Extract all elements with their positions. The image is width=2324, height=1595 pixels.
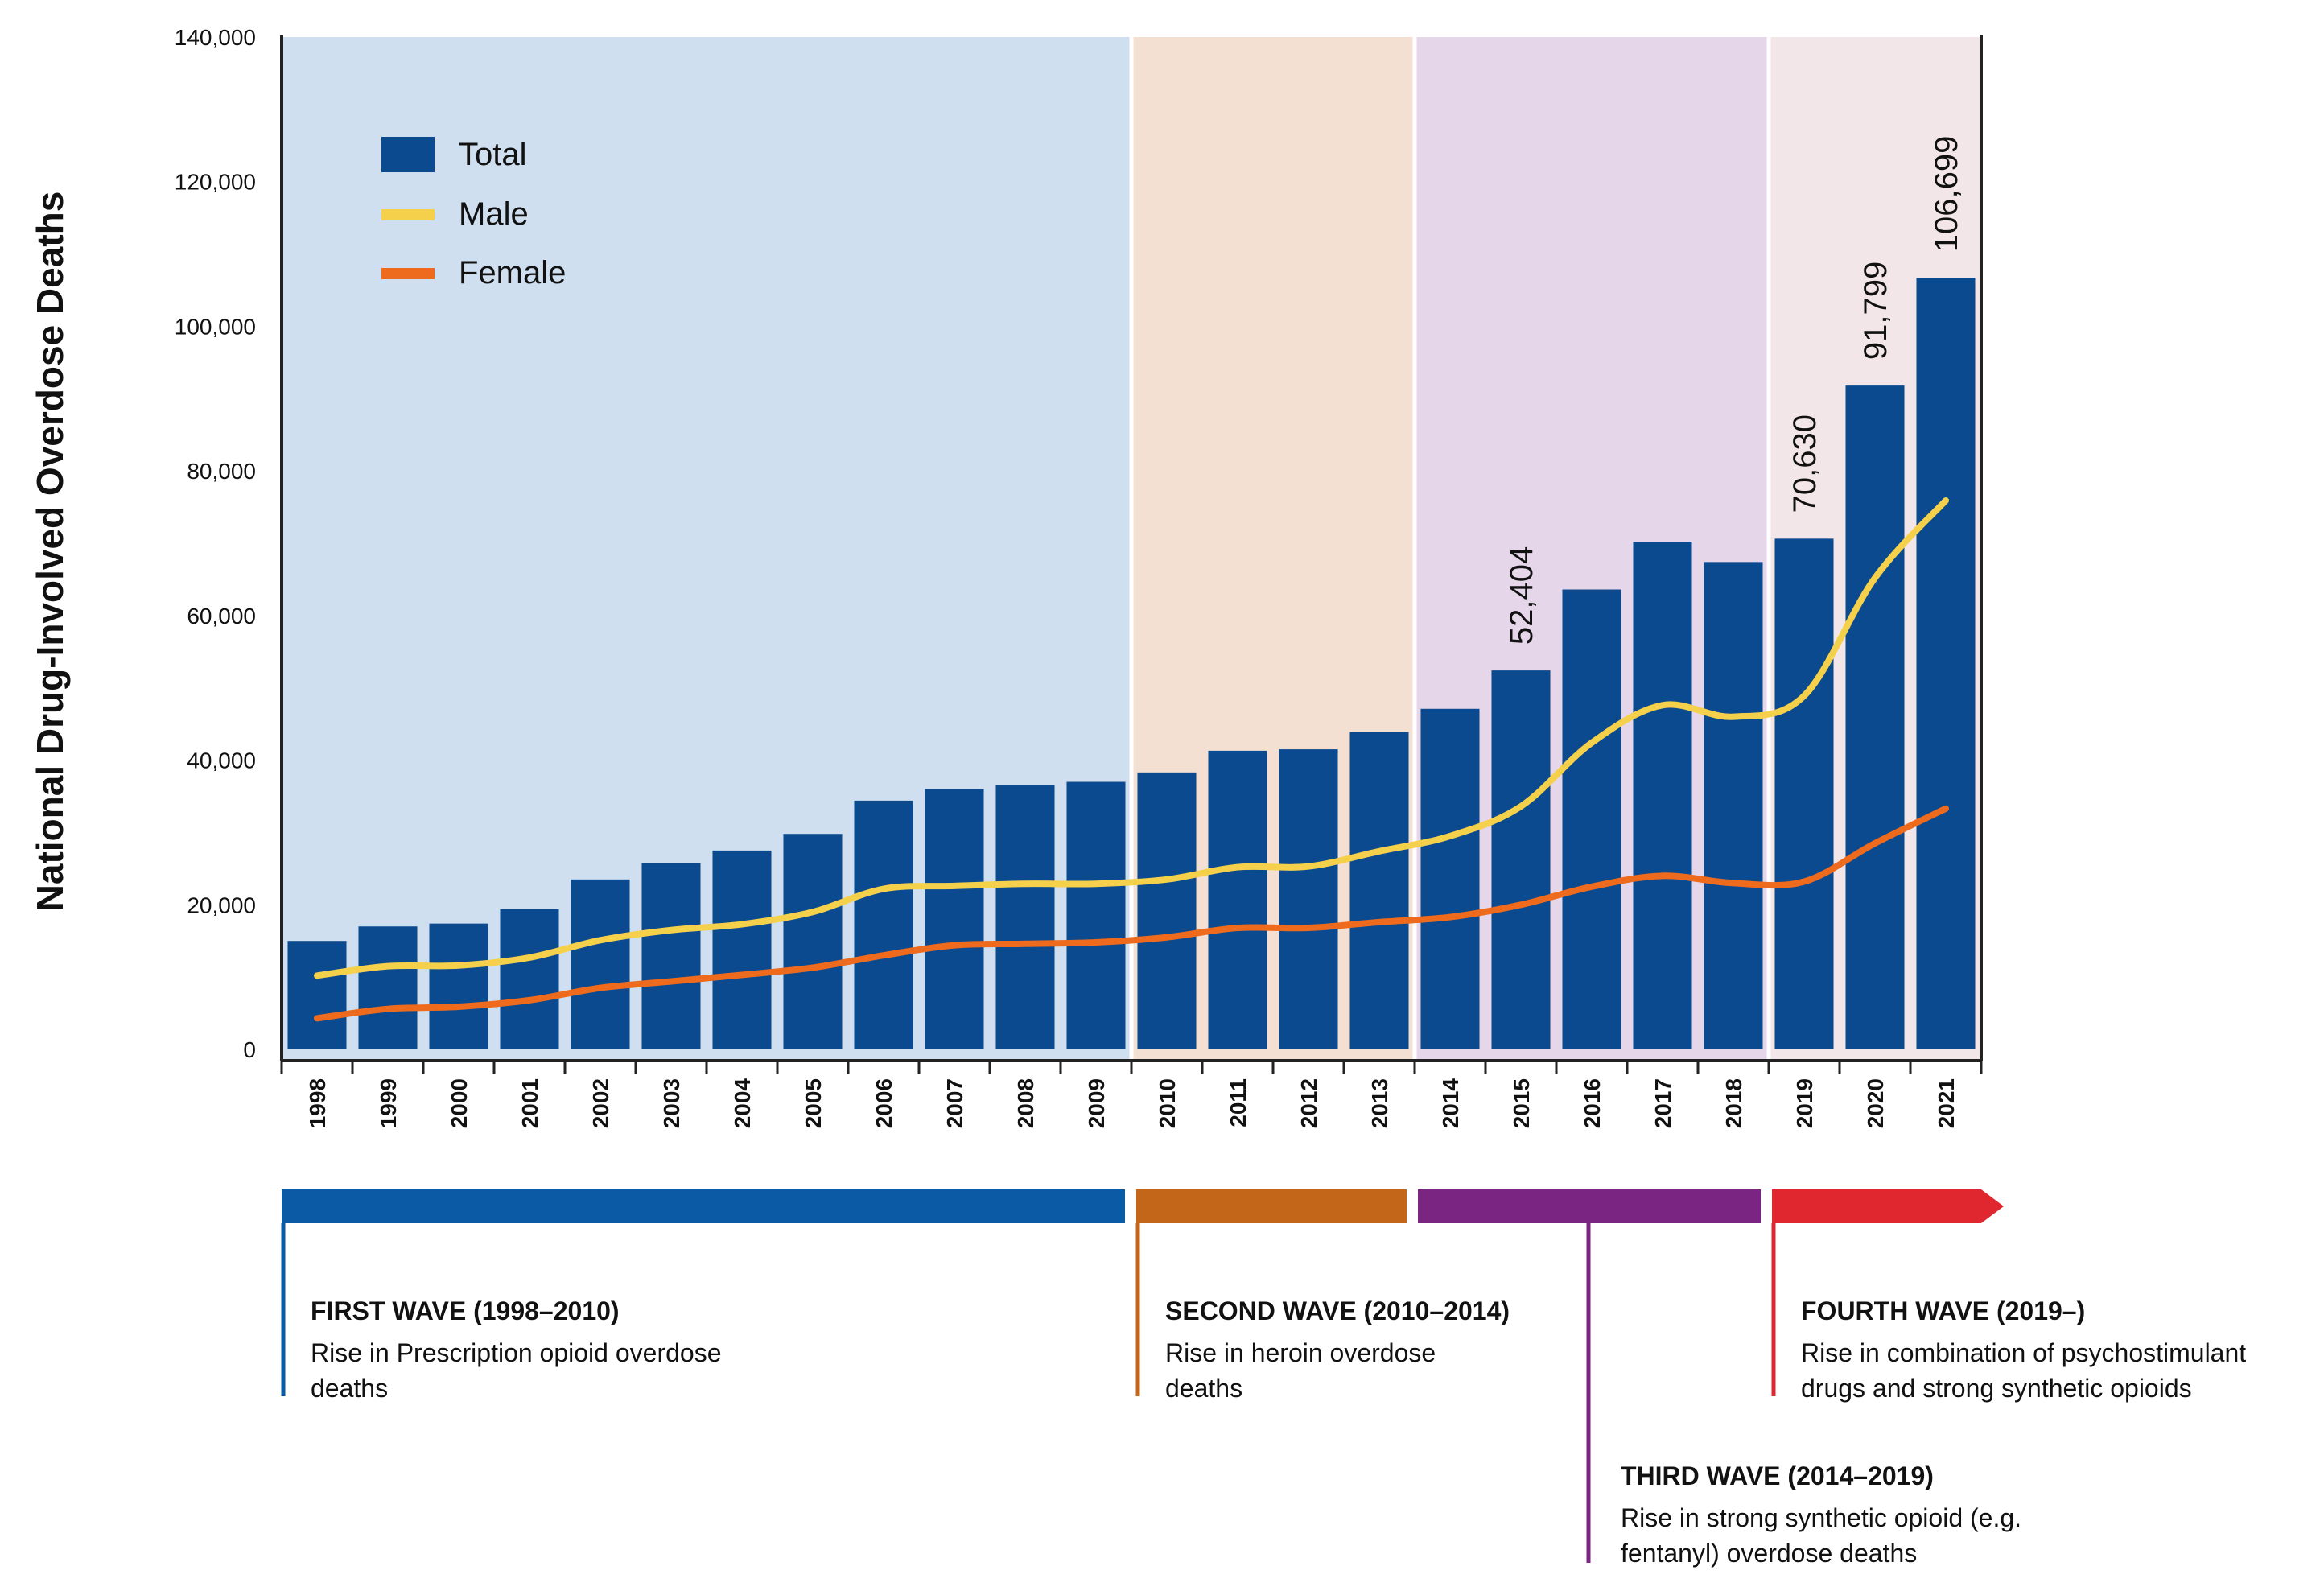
x-tick-label-2015: 2015	[1509, 1078, 1534, 1128]
data-label-2015: 52,404	[1504, 546, 1539, 645]
x-tick-label-2017: 2017	[1650, 1078, 1675, 1128]
y-tick-label: 120,000	[175, 170, 256, 195]
wave-desc-1-line1: Rise in Prescription opioid overdose	[311, 1338, 721, 1367]
wave-desc-2-line2: deaths	[1165, 1374, 1242, 1403]
x-tick-label-2010: 2010	[1155, 1078, 1180, 1128]
bar-total-2004	[712, 850, 772, 1049]
legend-label-female: Female	[459, 255, 566, 291]
wave-title-1: FIRST WAVE (1998–2010)	[311, 1296, 620, 1325]
y-tick-label: 20,000	[187, 892, 256, 917]
wave-bar-2	[1136, 1189, 1407, 1223]
bar-total-2002	[571, 879, 630, 1049]
y-axis-ticks: 0 20,000 40,000 60,000 80,000 100,000 120,000 1…	[175, 25, 256, 1062]
y-axis-title: National Drug-Involved Overdose Deaths	[29, 192, 71, 912]
x-tick-label-1999: 1999	[376, 1078, 401, 1128]
x-tick-label-2002: 2002	[588, 1078, 613, 1128]
bar-total-2010	[1137, 772, 1197, 1049]
wave-desc-4-line1: Rise in combination of psychostimulant	[1801, 1338, 2246, 1367]
trend-lines	[314, 497, 1949, 1022]
bar-total-2021	[1916, 278, 1976, 1049]
bar-total-1999	[358, 926, 418, 1049]
x-tick-label-2016: 2016	[1580, 1078, 1605, 1128]
legend-label-male: Male	[459, 196, 529, 232]
wave-bar-4	[1772, 1189, 2004, 1223]
wave-title-3: THIRD WAVE (2014–2019)	[1621, 1461, 1934, 1490]
legend-label-total: Total	[459, 137, 527, 172]
x-tick-label-2019: 2019	[1792, 1078, 1817, 1128]
x-tick-label-2018: 2018	[1721, 1078, 1746, 1128]
x-tick-label-2014: 2014	[1438, 1078, 1463, 1129]
data-label-2020: 91,799	[1858, 262, 1893, 360]
wave-bar-1	[282, 1189, 1125, 1223]
wave-bar-3	[1418, 1189, 1761, 1223]
bar-total-2020	[1845, 385, 1905, 1049]
wave-desc-4-line2: drugs and strong synthetic opioids	[1801, 1374, 2192, 1403]
line-male	[314, 497, 1949, 979]
bar-total-2005	[783, 834, 843, 1049]
x-tick-label-2012: 2012	[1296, 1078, 1321, 1128]
bar-total-2016	[1562, 589, 1621, 1049]
legend-swatch-male	[381, 209, 435, 220]
wave-desc-3-line2: fentanyl) overdose deaths	[1621, 1539, 1917, 1568]
y-tick-label: 60,000	[187, 604, 256, 629]
axes	[280, 35, 1983, 1074]
data-label-2019: 70,630	[1787, 414, 1823, 513]
wave-title-4: FOURTH WAVE (2019–)	[1801, 1296, 2085, 1325]
y-tick-label: 40,000	[187, 748, 256, 773]
bar-total-2019	[1774, 538, 1834, 1049]
bar-total-2013	[1349, 732, 1409, 1049]
era-background-1	[282, 37, 1131, 1061]
bar-total-2014	[1420, 708, 1480, 1049]
x-tick-label-2011: 2011	[1226, 1078, 1251, 1127]
x-tick-label-2007: 2007	[942, 1078, 967, 1128]
bar-total-2000	[429, 923, 488, 1049]
legend: Total Male Female	[381, 137, 566, 291]
bar-total-2007	[925, 789, 984, 1049]
data-labels: 52,404 70,630 91,799 106,699	[1504, 136, 1964, 645]
y-tick-label: 0	[243, 1037, 256, 1062]
wave-desc-3-line1: Rise in strong synthetic opioid (e.g.	[1621, 1503, 2021, 1532]
x-tick-label-2021: 2021	[1934, 1078, 1959, 1128]
x-tick-label-2005: 2005	[801, 1078, 826, 1128]
bar-total-2008	[995, 785, 1055, 1049]
x-tick-label-2020: 2020	[1863, 1078, 1888, 1128]
bar-total-1998	[287, 941, 347, 1049]
x-tick-label-2004: 2004	[730, 1078, 755, 1129]
bar-total-2009	[1066, 781, 1126, 1049]
x-tick-label-2009: 2009	[1084, 1078, 1109, 1128]
line-female	[314, 805, 1949, 1022]
bar-total-2001	[500, 909, 559, 1049]
x-tick-label-2000: 2000	[447, 1078, 472, 1128]
legend-swatch-total	[381, 137, 435, 172]
bar-total-2003	[641, 863, 701, 1049]
bar-total-2017	[1633, 542, 1692, 1049]
x-tick-label-2006: 2006	[872, 1078, 896, 1128]
bar-total-2018	[1704, 562, 1763, 1049]
bar-total-2015	[1491, 670, 1551, 1049]
wave-desc-2-line1: Rise in heroin overdose	[1165, 1338, 1436, 1367]
x-tick-label-2003: 2003	[659, 1078, 684, 1128]
wave-title-2: SECOND WAVE (2010–2014)	[1165, 1296, 1510, 1325]
bar-total-2011	[1208, 750, 1267, 1049]
x-tick-label-2008: 2008	[1013, 1078, 1038, 1128]
data-label-2021: 106,699	[1929, 136, 1964, 253]
bar-total-2006	[854, 800, 913, 1049]
y-tick-label: 140,000	[175, 25, 256, 50]
y-tick-label: 100,000	[175, 314, 256, 339]
x-tick-label-2001: 2001	[517, 1078, 542, 1128]
wave-timeline: FIRST WAVE (1998–2010) Rise in Prescripti…	[281, 1189, 2246, 1568]
y-tick-label: 80,000	[187, 459, 256, 484]
bar-total-2012	[1279, 749, 1338, 1049]
total-bars	[287, 278, 1976, 1049]
x-tick-label-2013: 2013	[1367, 1078, 1392, 1128]
x-axis-tick-labels: 1998 1999 2000 2001 2002 2003 2004 2005 2006 2007…	[305, 1078, 1959, 1129]
wave-desc-1-line2: deaths	[311, 1374, 388, 1403]
legend-swatch-female	[381, 268, 435, 279]
x-tick-label-1998: 1998	[305, 1078, 330, 1128]
